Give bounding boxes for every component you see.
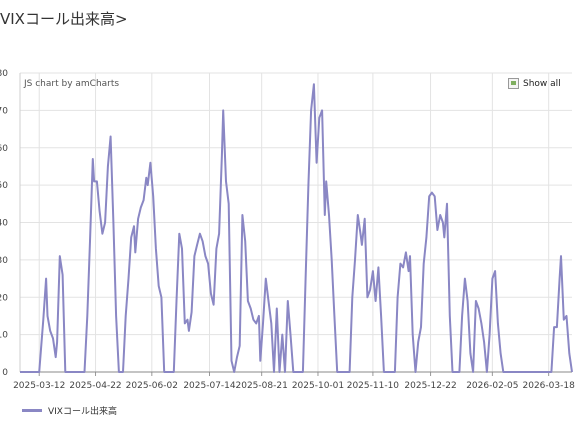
zoom-out-icon [508, 78, 519, 89]
y-tick-label: 70 [0, 106, 8, 116]
grid-lines [20, 72, 572, 373]
legend-label: VIXコール出来高 [48, 407, 117, 417]
x-tick-label: 2025-10-01 [292, 381, 344, 391]
y-tick-label: 10 [0, 331, 8, 341]
x-tick-label: 2025-08-21 [236, 381, 288, 391]
y-tick-label: 80 [0, 69, 8, 79]
series-line[interactable] [20, 83, 573, 373]
page-title: VIXコール出来高> [0, 10, 128, 28]
x-tick-label: 2025-04-22 [69, 381, 121, 391]
x-tick-label: 2025-03-12 [13, 381, 65, 391]
y-tick-label: 0 [2, 368, 8, 378]
x-tick-label: 2025-12-22 [404, 381, 456, 391]
y-tick-label: 20 [0, 293, 8, 303]
tick-labels: 0 10 20 30 40 50 60 70 80 2025-03-12 2025-04-22 202… [0, 69, 575, 391]
x-tick-label: 2025-06-02 [126, 381, 178, 391]
y-tick-label: 60 [0, 144, 8, 154]
y-tick-label: 50 [0, 181, 8, 191]
show-all-label: Show all [523, 78, 561, 89]
show-all-button[interactable]: Show all [508, 78, 561, 89]
x-tick-label: 2025-11-10 [347, 381, 400, 391]
x-tick-label: 2026-03-18 [523, 381, 576, 391]
series-lines [20, 83, 573, 373]
x-tick-label: 2026-02-05 [466, 381, 518, 391]
y-tick-label: 30 [0, 256, 8, 266]
chart-credit[interactable]: JS chart by amCharts [24, 79, 120, 89]
legend-swatch [22, 409, 42, 412]
x-tick-label: 2025-07-14 [183, 381, 236, 391]
legend[interactable]: VIXコール出来高 [22, 404, 117, 417]
y-tick-label: 40 [0, 219, 8, 229]
